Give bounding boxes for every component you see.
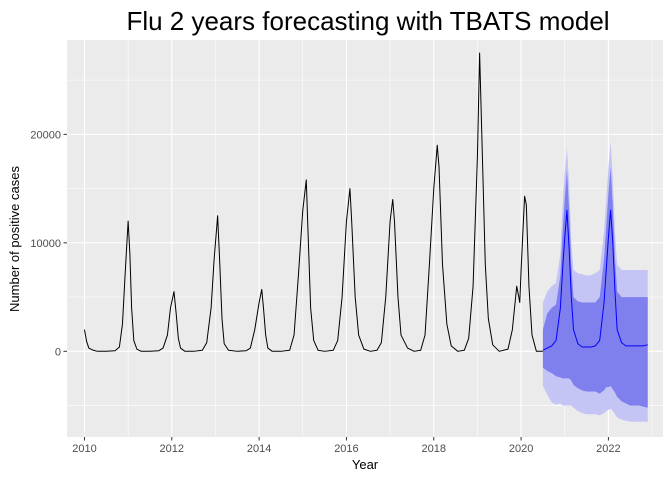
x-tick-label: 2022 bbox=[596, 443, 620, 455]
x-tick-label: 2016 bbox=[334, 443, 358, 455]
x-tick-label: 2012 bbox=[160, 443, 184, 455]
interval-80-band bbox=[542, 166, 648, 408]
x-axis-title: Year bbox=[352, 457, 379, 472]
x-tick-label: 2010 bbox=[72, 443, 96, 455]
y-tick-label: 10000 bbox=[30, 238, 61, 250]
y-tick-label: 0 bbox=[55, 346, 61, 358]
forecast-intervals bbox=[542, 141, 648, 422]
series-lines bbox=[83, 52, 648, 352]
observed-series-line bbox=[83, 52, 543, 352]
x-axis: 2010 2012 2014 2016 2018 2020 2022 bbox=[72, 437, 621, 455]
y-tick-label: 20000 bbox=[30, 129, 61, 141]
x-tick-label: 2020 bbox=[509, 443, 533, 455]
forecast-series-line bbox=[542, 209, 648, 351]
y-axis: 0 10000 20000 bbox=[30, 129, 67, 358]
chart-title: Flu 2 years forecasting with TBATS model bbox=[126, 6, 609, 36]
x-tick-label: 2014 bbox=[247, 443, 271, 455]
x-tick-label: 2018 bbox=[422, 443, 446, 455]
y-axis-title: Number of positive cases bbox=[7, 166, 22, 312]
